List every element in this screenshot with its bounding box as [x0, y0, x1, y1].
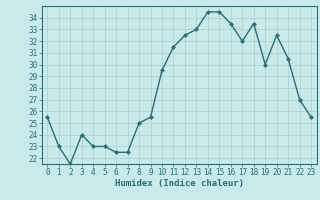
X-axis label: Humidex (Indice chaleur): Humidex (Indice chaleur) [115, 179, 244, 188]
